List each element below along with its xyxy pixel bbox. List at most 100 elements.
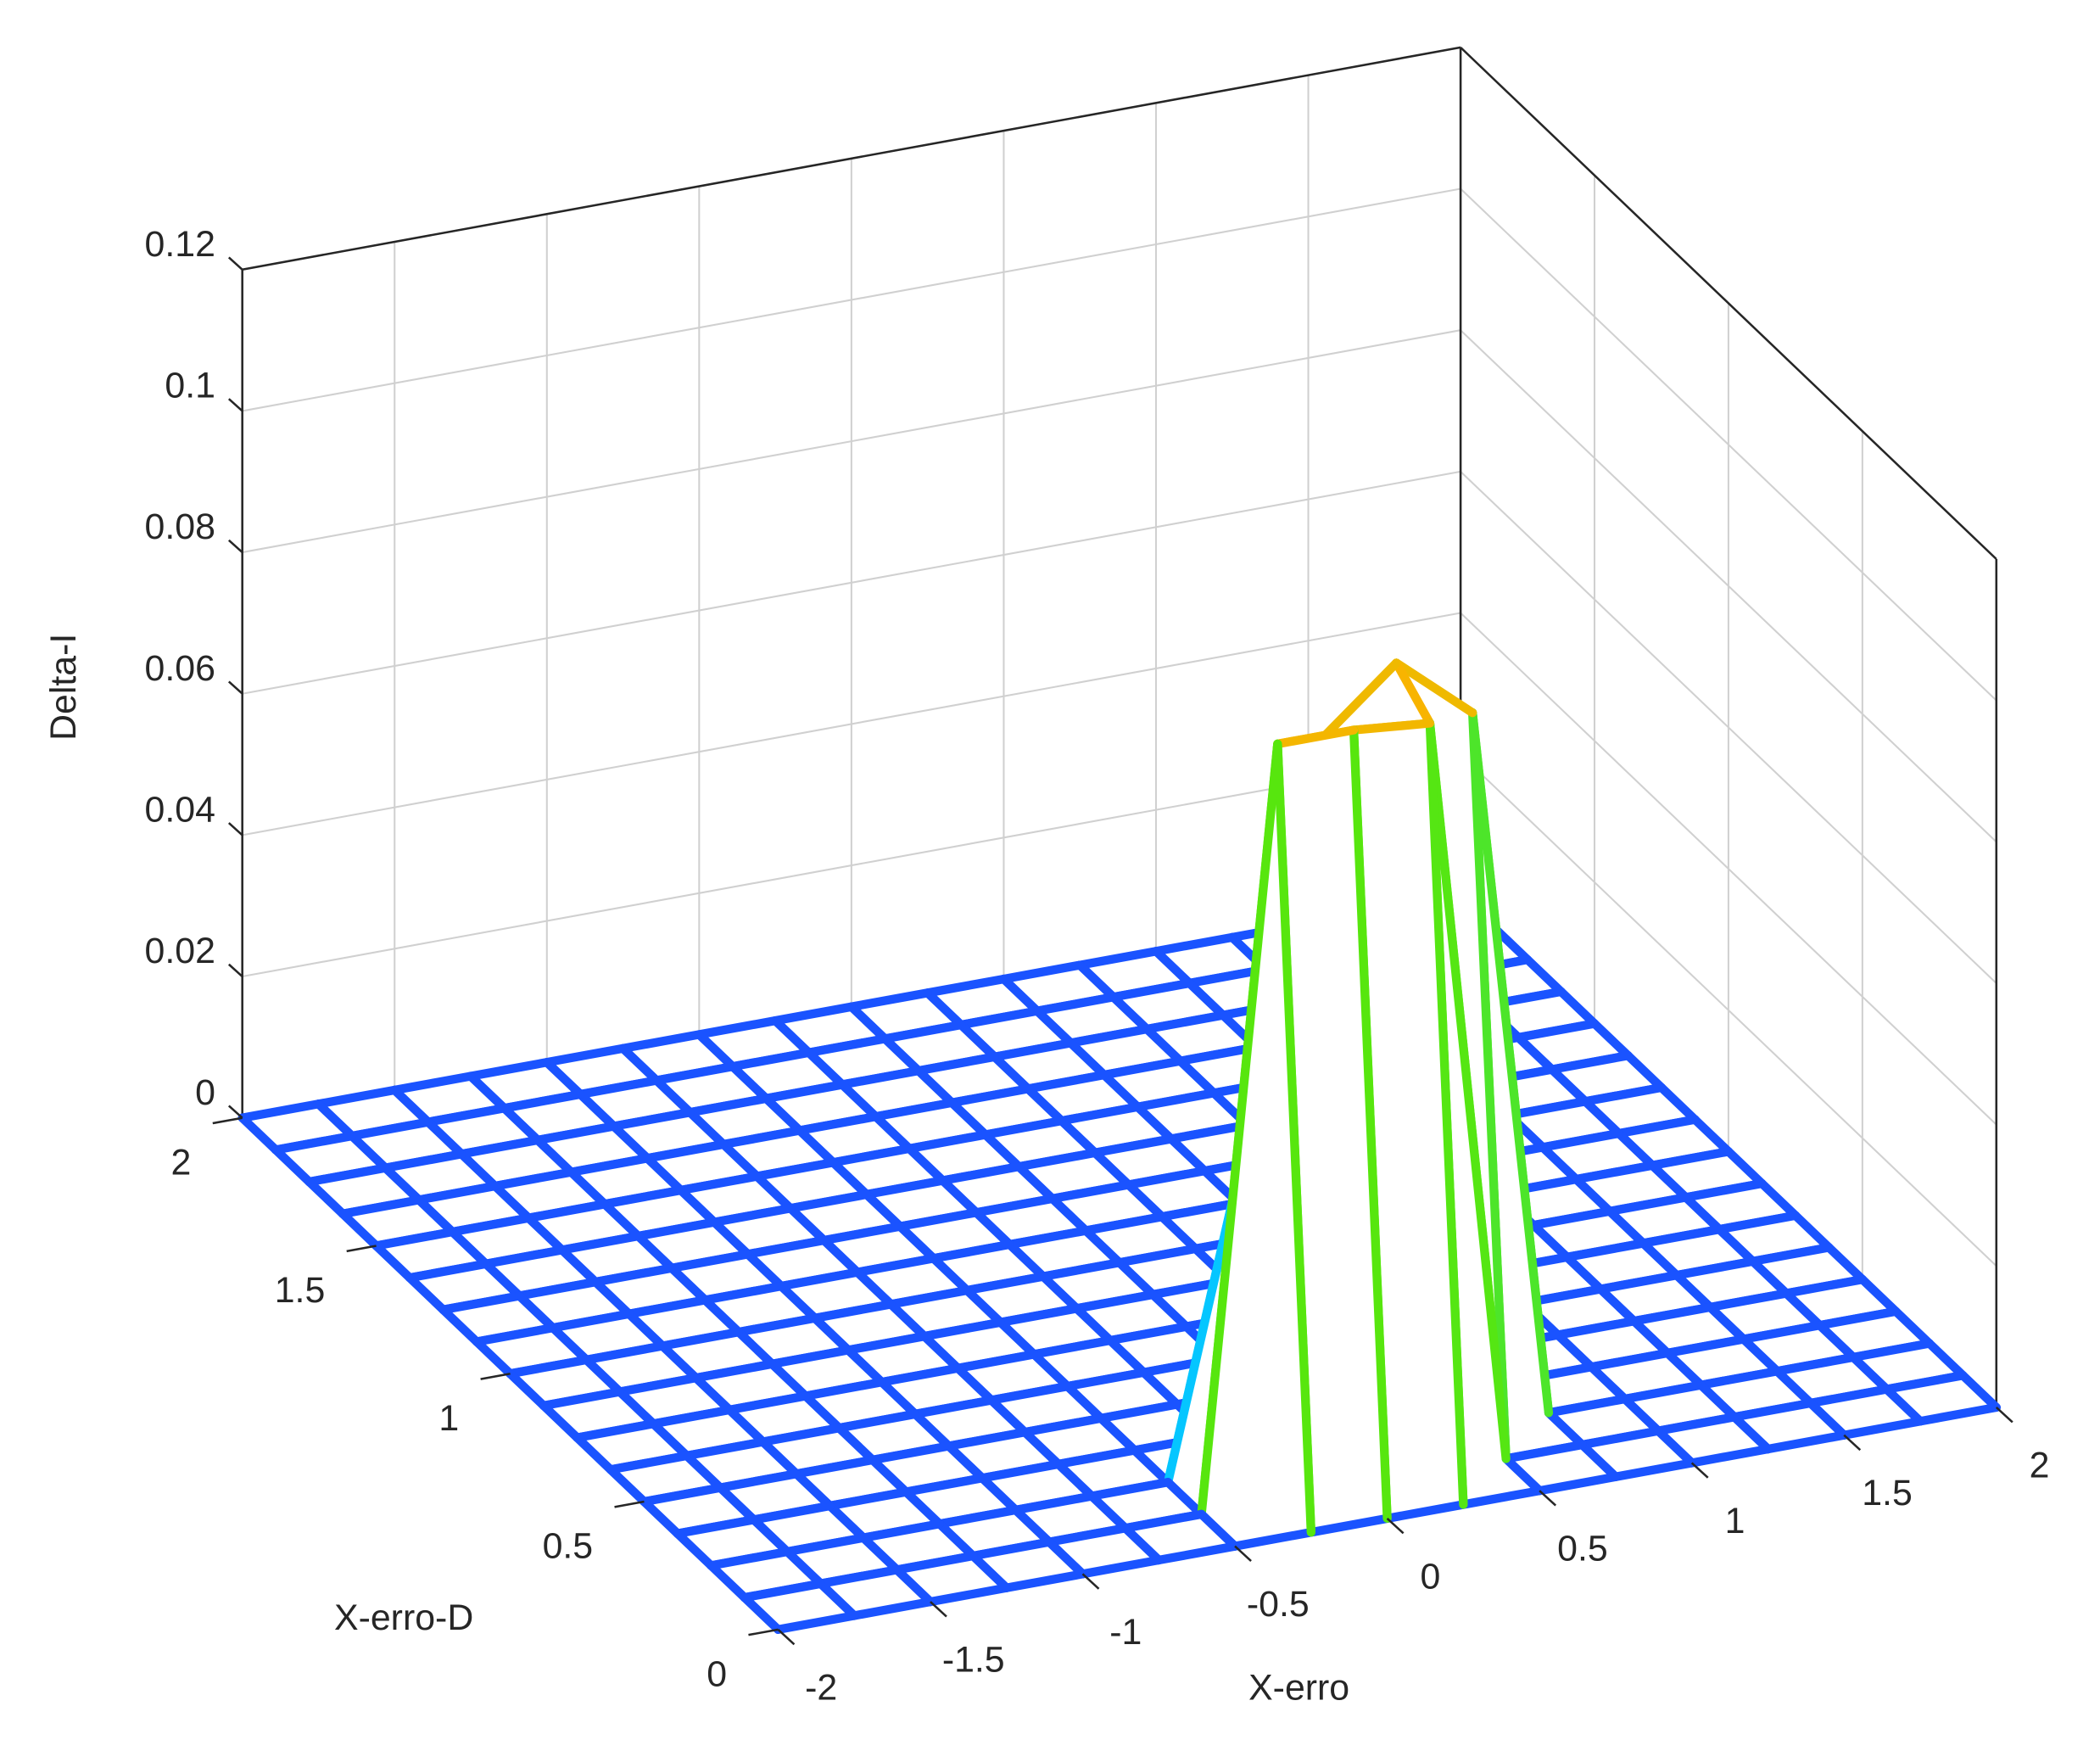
mesh-edge (877, 1378, 920, 1419)
mesh-edge (1185, 978, 1228, 1020)
mesh-edge (1595, 1271, 1681, 1294)
mesh-edge (1023, 1084, 1066, 1126)
mesh-edge (457, 1150, 500, 1191)
mesh-edge (347, 1117, 433, 1141)
mesh-edge (1306, 1513, 1392, 1537)
mesh-edge (1124, 1166, 1209, 1189)
mesh-edge (1081, 1212, 1167, 1235)
grid-line (1460, 753, 1997, 1267)
mesh-edge (657, 1341, 701, 1383)
mesh-edge (1748, 1243, 1834, 1266)
mesh-edge (405, 1259, 491, 1283)
mesh-edge (1672, 1271, 1715, 1312)
mesh-edge (505, 1369, 549, 1411)
mesh-edge (1882, 1371, 1968, 1394)
x-tick (1539, 1490, 1557, 1507)
x-tick-label: 0.5 (1557, 1529, 1608, 1569)
mesh-edge (1392, 658, 1477, 718)
mesh-edge (643, 1139, 729, 1163)
mesh-edge (1072, 1304, 1115, 1345)
mesh-edge (1528, 1221, 1572, 1262)
mesh-edge (1806, 1385, 1891, 1408)
mesh-edge (448, 1213, 533, 1237)
mesh-edge (567, 1167, 610, 1209)
mesh-edge (795, 1126, 838, 1167)
mesh-edge (1044, 1537, 1087, 1579)
mesh-edge (804, 1034, 890, 1057)
mesh-edge (1514, 1032, 1556, 1074)
mesh-edge (667, 1250, 752, 1273)
mesh-edge (542, 1058, 585, 1099)
mesh-edge (1611, 1458, 1696, 1481)
mesh-edge (862, 1176, 947, 1200)
mesh-edge (649, 1405, 734, 1429)
mesh-edge (1029, 1350, 1072, 1391)
x-tick-label: 2 (2030, 1445, 2050, 1485)
mesh-edge (1629, 1302, 1715, 1326)
mesh-edge (944, 1428, 1030, 1451)
mesh-edge (913, 1066, 957, 1107)
mesh-edge (791, 1469, 835, 1511)
mesh-edge (938, 1176, 981, 1217)
mesh-edge (1706, 1302, 1748, 1344)
mesh-edge (1501, 1440, 1587, 1463)
mesh-edge (910, 1409, 953, 1451)
mesh-edge (1468, 708, 1554, 1418)
mesh-edge (707, 1547, 792, 1570)
x-tick-label: -1.5 (942, 1640, 1005, 1681)
mesh-edge (868, 1455, 911, 1496)
grid-line (242, 753, 1461, 978)
mesh-edge (980, 1116, 1066, 1139)
mesh-edge (768, 1359, 810, 1401)
mesh-edge (634, 1231, 677, 1273)
z-axis-label: Delta-I (43, 634, 84, 741)
mesh-edge (685, 1108, 729, 1150)
mesh-edge (1011, 1491, 1097, 1515)
mesh-edge (724, 1391, 810, 1415)
mesh-edge (1629, 1317, 1673, 1358)
mesh-edge (829, 1158, 871, 1200)
mesh-edge (1790, 1211, 1834, 1252)
mesh-edge (785, 1204, 829, 1245)
mesh-edge (1392, 658, 1435, 728)
mesh-edge (1109, 993, 1152, 1034)
mesh-edge (913, 1052, 999, 1076)
mesh-edge (1230, 1528, 1315, 1551)
x-tick-label: -1 (1109, 1612, 1142, 1653)
mesh-edge (548, 1323, 591, 1365)
mesh-edge (1648, 1147, 1734, 1170)
z-tick (227, 963, 243, 977)
mesh-edge (1349, 725, 1392, 1524)
mesh-edge (880, 1020, 966, 1043)
mesh-edge (338, 1195, 424, 1218)
mesh-edge (634, 1217, 719, 1241)
mesh-edge (971, 1194, 1057, 1217)
mesh-edge (762, 1080, 847, 1104)
mesh-edge (1154, 1541, 1240, 1565)
mesh-edge (1578, 1426, 1663, 1450)
mesh-edge (871, 1098, 957, 1122)
mesh-edge (1382, 1500, 1468, 1524)
mesh-edge (347, 1131, 390, 1172)
mesh-edge (1044, 1524, 1130, 1547)
mesh-edge (825, 1501, 868, 1542)
mesh-edge (1096, 1413, 1139, 1455)
mesh-edge (880, 1034, 924, 1076)
mesh-edge (1197, 1509, 1240, 1551)
mesh-edge (651, 1076, 695, 1117)
mesh-edge (618, 1043, 662, 1085)
mesh-edge (1425, 719, 1511, 1463)
mesh-edge (481, 1259, 524, 1301)
x-tick-label: -2 (805, 1667, 837, 1708)
mesh-edge (777, 1267, 863, 1291)
mesh-edge (557, 1231, 643, 1255)
mesh-edge (923, 974, 1008, 998)
mesh-edge (615, 1373, 701, 1396)
mesh-edge (1053, 1446, 1139, 1469)
mesh-edge (1620, 1380, 1706, 1404)
mesh-edge (1057, 1116, 1100, 1158)
mesh-edge (1081, 1226, 1124, 1267)
mesh-edge (1099, 1056, 1185, 1080)
y-tick-label: 2 (171, 1142, 192, 1183)
